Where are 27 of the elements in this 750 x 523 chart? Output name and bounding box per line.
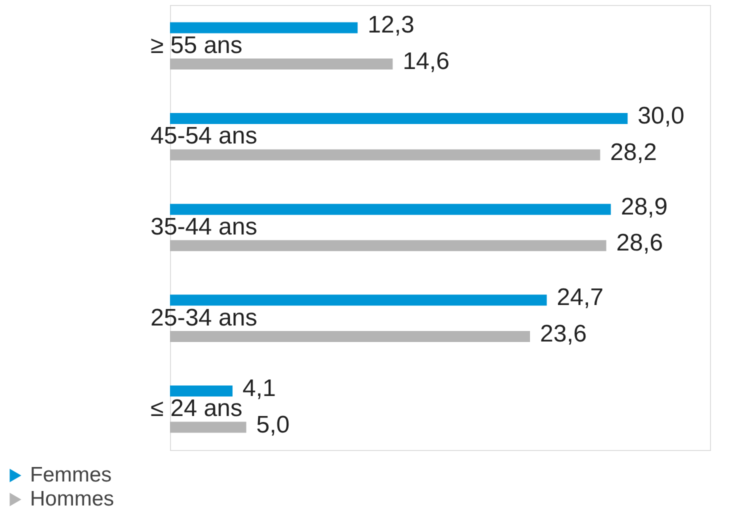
bar	[170, 385, 233, 396]
bar	[170, 149, 600, 160]
data-label: 4,1	[242, 374, 276, 402]
data-label: 28,6	[616, 230, 663, 257]
y-tick-label: 45-54 ans	[150, 122, 258, 150]
y-tick-label: ≤ 24 ans	[150, 395, 242, 422]
data-label: 30,0	[638, 102, 684, 130]
bar	[170, 58, 393, 70]
bar	[170, 422, 246, 433]
data-label: 28,2	[610, 138, 657, 166]
bar	[170, 22, 358, 34]
bar	[170, 240, 606, 252]
bar	[170, 204, 611, 215]
bar	[170, 294, 547, 306]
bar	[170, 113, 628, 124]
data-label: 14,6	[402, 48, 450, 76]
data-label: 23,6	[540, 320, 587, 348]
bar	[170, 330, 530, 342]
legend-label: Femmes	[30, 464, 112, 486]
data-label: 5,0	[256, 411, 290, 438]
y-tick-label: 35-44 ans	[150, 214, 258, 240]
y-tick-label: 25-34 ans	[150, 304, 258, 332]
legend-label: Hommes	[30, 488, 114, 510]
y-tick-label: ≥ 55 ans	[150, 32, 242, 59]
data-label: 28,9	[620, 193, 668, 220]
data-label: 12,3	[368, 12, 414, 39]
data-label: 24,7	[556, 284, 604, 312]
